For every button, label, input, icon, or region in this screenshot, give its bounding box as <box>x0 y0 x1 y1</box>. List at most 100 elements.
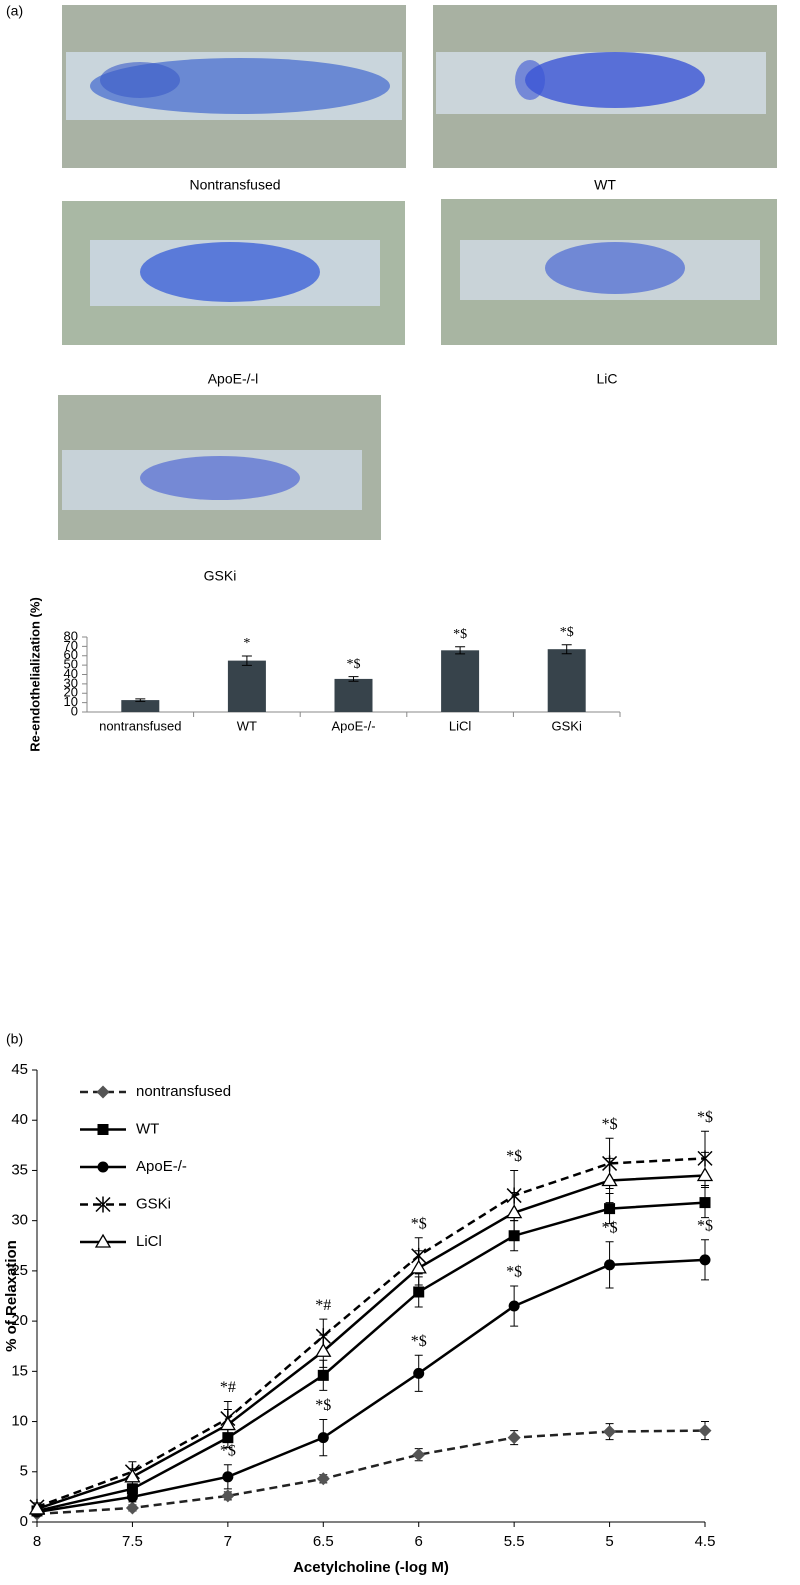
y-tick-label: 45 <box>11 1061 28 1078</box>
point-label: *$ <box>411 1215 427 1232</box>
x-tick-label: 5.5 <box>504 1533 525 1550</box>
y-tick-label: 30 <box>11 1212 28 1229</box>
y-tick-label: 10 <box>64 694 78 709</box>
marker <box>222 1471 234 1483</box>
y-tick-label: 20 <box>11 1312 28 1329</box>
marker <box>412 1448 426 1462</box>
panel-label: (a) <box>6 3 23 19</box>
legend-label: WT <box>136 1120 159 1137</box>
x-tick-label: WT <box>237 718 257 733</box>
marker <box>97 1124 109 1135</box>
y-tick-label: 50 <box>64 657 78 672</box>
error-bar <box>348 676 359 682</box>
bar <box>227 660 266 712</box>
series-line <box>36 1201 706 1513</box>
value-annotation: *$ <box>347 657 361 672</box>
bar <box>547 649 586 712</box>
series-line <box>36 1258 706 1514</box>
marker <box>507 1431 521 1445</box>
error-bar <box>135 698 146 702</box>
marker <box>95 1196 111 1213</box>
point-label: *$ <box>697 1217 713 1234</box>
marker <box>410 1259 427 1274</box>
marker <box>219 1416 236 1431</box>
value-annotation: *$ <box>453 627 467 642</box>
x-tick-label: 6 <box>415 1533 423 1550</box>
marker <box>94 1233 112 1248</box>
y-tick-label: 15 <box>11 1362 28 1379</box>
x-tick-label: 4.5 <box>695 1533 716 1550</box>
series-line <box>36 1429 706 1516</box>
photo <box>62 5 406 168</box>
value-annotation: * <box>243 636 250 651</box>
point-label: *$ <box>411 1333 427 1350</box>
y-tick-label: 80 <box>64 628 78 643</box>
marker <box>221 1489 235 1503</box>
legend-label: nontransfused <box>136 1083 231 1100</box>
marker <box>604 1259 616 1271</box>
point-label: *$ <box>506 1264 522 1281</box>
error-bar <box>561 644 572 655</box>
point-label: *$ <box>697 1109 713 1126</box>
value-annotation: *$ <box>560 625 574 640</box>
y-tick-label: 40 <box>64 666 78 681</box>
y-tick-label: 30 <box>64 675 78 690</box>
x-tick-label: 7.5 <box>122 1533 143 1550</box>
marker <box>508 1230 520 1242</box>
x-axis-title: Acetylcholine (-log M) <box>293 1559 449 1576</box>
point-label: *$ <box>506 1148 522 1165</box>
point-label: *# <box>220 1379 236 1396</box>
photo-caption: Nontransfused <box>189 177 280 193</box>
photo <box>58 395 381 540</box>
bar <box>334 678 373 712</box>
marker <box>699 1197 711 1209</box>
point-label: *$ <box>602 1219 618 1236</box>
marker <box>508 1300 520 1312</box>
y-tick-label: 10 <box>11 1413 28 1430</box>
y-tick-label: 0 <box>71 703 78 718</box>
photo <box>62 201 405 345</box>
x-tick-label: 8 <box>33 1533 41 1550</box>
series-line <box>36 1157 706 1509</box>
point-label: *$ <box>602 1116 618 1133</box>
x-tick-label: GSKi <box>552 718 582 733</box>
y-tick-label: 25 <box>11 1262 28 1279</box>
marker <box>124 1468 141 1483</box>
x-tick-label: LiCl <box>449 718 472 733</box>
error-bar <box>241 655 252 666</box>
point-label: *$ <box>315 1397 331 1414</box>
marker <box>698 1424 712 1438</box>
y-tick-label: 40 <box>11 1111 28 1128</box>
photo-caption: LiC <box>596 371 617 387</box>
series-line <box>36 1174 706 1511</box>
marker <box>317 1432 329 1444</box>
marker <box>28 1500 46 1515</box>
y-axis-title: Re-endothelialization (%) <box>27 597 42 752</box>
photo <box>433 5 777 168</box>
x-tick-label: 7 <box>224 1533 232 1550</box>
panel-label: (b) <box>6 1031 23 1047</box>
y-tick-label: 70 <box>64 638 78 653</box>
error-bar <box>455 646 466 655</box>
marker <box>315 1342 332 1357</box>
y-tick-label: 35 <box>11 1161 28 1178</box>
marker <box>413 1367 425 1379</box>
y-axis-title: % of Relaxation <box>3 1240 20 1352</box>
legend-label: GSKi <box>136 1195 171 1212</box>
photo-caption: WT <box>594 177 616 193</box>
y-tick-label: 60 <box>64 647 78 662</box>
x-tick-label: 6.5 <box>313 1533 334 1550</box>
marker <box>604 1203 616 1215</box>
marker <box>96 1085 110 1099</box>
marker <box>97 1161 109 1173</box>
marker <box>317 1369 329 1381</box>
marker <box>126 1491 138 1503</box>
marker <box>603 1425 617 1439</box>
bar <box>441 650 480 712</box>
point-label: *# <box>315 1297 331 1314</box>
photo-caption: GSKi <box>204 568 237 584</box>
marker <box>125 1501 139 1515</box>
y-tick-label: 0 <box>20 1513 28 1530</box>
y-tick-label: 5 <box>20 1463 28 1480</box>
